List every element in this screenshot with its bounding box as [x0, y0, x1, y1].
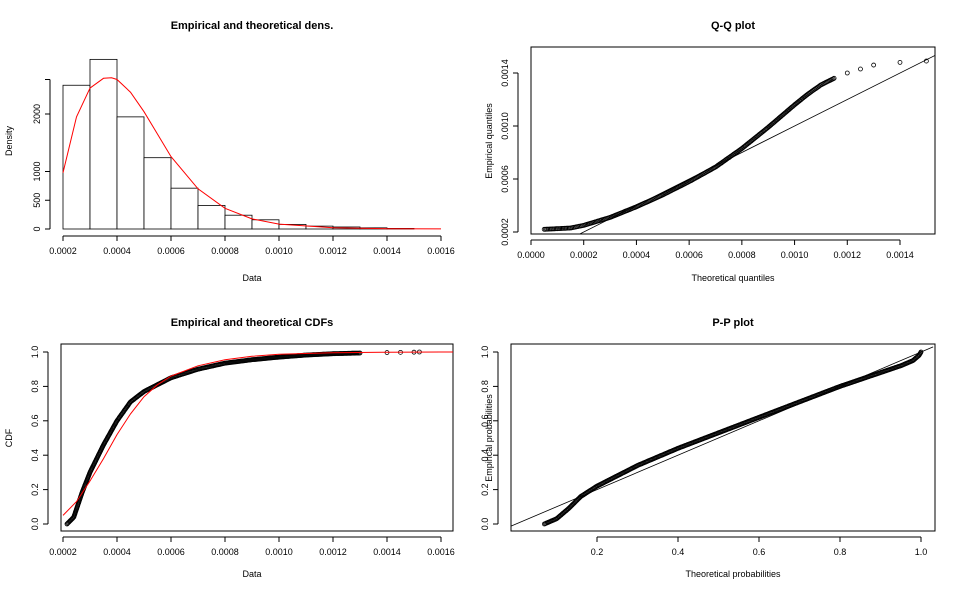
cdf-x-tick-label: 0.0010 — [265, 547, 293, 557]
histogram-bar — [197, 205, 226, 230]
density-x-tick-label: 0.0012 — [319, 246, 347, 256]
qq-x-tick-label: 0.0000 — [517, 250, 545, 260]
histogram-bar — [62, 84, 91, 230]
pp-plot-box — [510, 343, 936, 532]
density-x-tick-label: 0.0010 — [265, 246, 293, 256]
cdf-plot-box — [60, 343, 454, 532]
qq-point — [923, 58, 929, 64]
pp-x-tick-label: 0.8 — [834, 547, 847, 557]
cdf-y-tick-label: 0.0 — [30, 518, 40, 531]
cdf-xlabel: Data — [242, 569, 261, 579]
density-x-tick-label: 0.0016 — [427, 246, 455, 256]
pp-ylabel: Empirical probabilities — [484, 394, 494, 482]
qq-title: Q-Q plot — [711, 20, 755, 32]
density-curve — [62, 77, 442, 230]
qq-panel: Q-Q plot Theoretical quantiles Empirical… — [484, 20, 936, 283]
qq-point — [897, 60, 903, 65]
qq-ylabel: Empirical quantiles — [484, 103, 494, 179]
cdf-y-tick-label: 0.6 — [30, 415, 40, 428]
pp-y-tick-label: 0.0 — [480, 518, 490, 531]
cdf-x-tick-label: 0.0012 — [319, 547, 347, 557]
cdf-y-tick-label: 0.4 — [30, 449, 40, 462]
density-y-tick-label: 1000 — [32, 161, 42, 181]
qq-x-tick-label: 0.0002 — [570, 250, 598, 260]
density-title: Empirical and theoretical dens. — [171, 20, 334, 32]
qq-marks: 0.0000 0.0002 0.0004 0.0006 0.0008 0.0010 0.00… — [500, 54, 935, 260]
qq-y-tick-label: 0.0006 — [500, 165, 510, 193]
pp-xlabel: Theoretical probabilities — [685, 569, 781, 579]
pp-title: P-P plot — [712, 317, 754, 329]
pp-reference-line — [510, 346, 934, 527]
qq-point — [858, 66, 863, 72]
density-x-tick-label: 0.0008 — [211, 246, 239, 256]
density-y-tick-label: 500 — [32, 193, 42, 208]
cdf-x-tick-label: 0.0002 — [49, 547, 77, 557]
cdf-y-tick-label: 0.8 — [30, 380, 40, 393]
density-x-tick-label: 0.0006 — [157, 246, 185, 256]
histogram-bar — [116, 116, 145, 230]
density-panel: Empirical and theoretical dens. Data Den… — [4, 20, 455, 283]
cdf-ylabel: CDF — [4, 428, 14, 447]
cdf-x-tick-label: 0.0004 — [103, 547, 131, 557]
pp-point — [918, 349, 924, 355]
pp-x-tick-label: 0.4 — [672, 547, 685, 557]
pp-y-tick-label: 0.8 — [480, 380, 490, 393]
qq-point — [871, 62, 877, 68]
cdf-y-tick-label: 1.0 — [30, 346, 40, 359]
density-y-tick-label: 2000 — [32, 104, 42, 124]
qq-point — [844, 70, 850, 76]
histogram-bar — [170, 187, 199, 230]
qq-x-tick-label: 0.0010 — [781, 250, 809, 260]
density-xlabel: Data — [242, 273, 261, 283]
pp-y-tick-label: 0.2 — [480, 483, 490, 496]
cdf-x-tick-label: 0.0006 — [157, 547, 185, 557]
pp-x-tick-label: 1.0 — [915, 547, 928, 557]
density-x-tick-label: 0.0002 — [49, 246, 77, 256]
cdf-point — [357, 350, 363, 356]
qq-x-tick-label: 0.0006 — [675, 250, 703, 260]
qq-y-tick-label: 0.0002 — [500, 218, 510, 246]
qq-y-tick-label: 0.0014 — [500, 59, 510, 87]
cdf-panel: Empirical and theoretical CDFs Data CDF … — [4, 317, 455, 579]
pp-x-tick-label: 0.2 — [591, 547, 604, 557]
pp-y-tick-label: 1.0 — [480, 346, 490, 359]
cdf-marks: 0.0002 0.0004 0.0006 0.0008 0.0010 0.0012 0.00… — [30, 346, 455, 557]
qq-point — [831, 75, 837, 81]
histogram-bar — [89, 58, 118, 230]
pp-x-tick-label: 0.6 — [753, 547, 766, 557]
density-marks: 0.0002 0.0004 0.0006 0.0008 0.0010 0.0012 0.00… — [32, 58, 455, 256]
qq-x-tick-label: 0.0012 — [834, 250, 862, 260]
cdf-y-tick-label: 0.2 — [30, 483, 40, 496]
density-x-tick-label: 0.0014 — [373, 246, 401, 256]
pp-panel: P-P plot Theoretical probabilities Empir… — [480, 317, 936, 579]
cdf-title: Empirical and theoretical CDFs — [171, 317, 334, 329]
cdf-x-tick-label: 0.0008 — [211, 547, 239, 557]
pp-y-tick-label: 0.6 — [480, 415, 490, 428]
pp-marks: 0.2 0.4 0.6 0.8 1.0 0.0 0.2 0.4 0.6 0.8 1.0 — [480, 346, 934, 557]
qq-x-tick-label: 0.0014 — [886, 250, 914, 260]
density-x-tick-label: 0.0004 — [103, 246, 131, 256]
qq-x-tick-label: 0.0004 — [623, 250, 651, 260]
theoretical-cdf-curve — [62, 351, 453, 516]
qq-y-tick-label: 0.0010 — [500, 112, 510, 140]
pp-y-tick-label: 0.4 — [480, 449, 490, 462]
qq-x-tick-label: 0.0008 — [728, 250, 756, 260]
density-ylabel: Density — [4, 125, 14, 156]
cdf-x-tick-label: 0.0014 — [373, 547, 401, 557]
qq-xlabel: Theoretical quantiles — [691, 273, 775, 283]
qq-plot-box — [530, 46, 936, 235]
histogram-bar — [143, 157, 172, 230]
density-y-tick-label: 0 — [32, 226, 42, 231]
cdf-x-tick-label: 0.0016 — [427, 547, 455, 557]
